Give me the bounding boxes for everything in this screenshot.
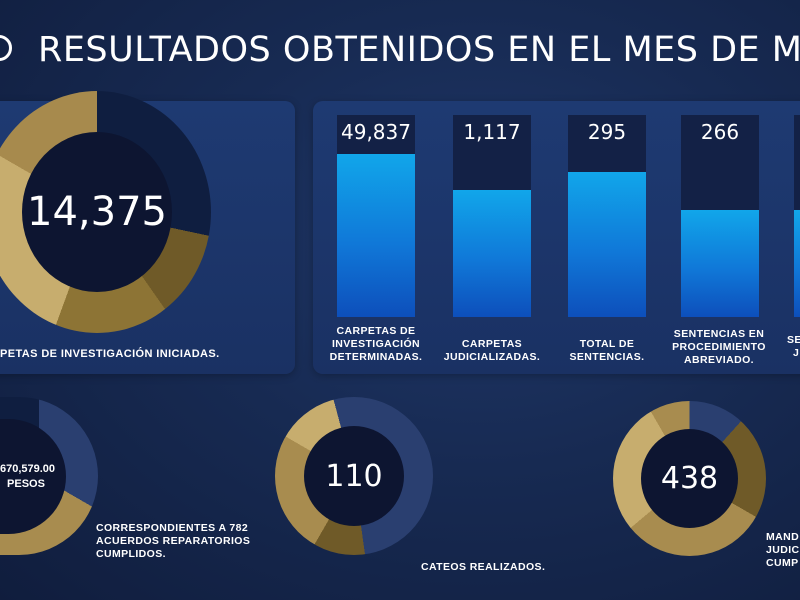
cateos-value: 110 [325,458,383,494]
logo-icon [0,35,12,61]
mandamientos-caption: MAND JUDIC CUMP [766,531,800,570]
mandamientos-value: 438 [660,461,719,496]
bar-label-line: CARPETAS [461,338,523,350]
cateos-caption: CATEOS REALIZADOS. [421,561,546,573]
bar-label-line: J [793,347,800,359]
caption-line: CUMP [766,557,799,569]
bar-label-line: DETERMINADAS. [329,351,423,363]
caption-line: ACUERDOS REPARATORIOS [96,535,251,547]
bar-column: 295 [568,115,646,317]
donut-center: ,670,579.00 PESOS [0,419,66,534]
bar-column: 266 [681,115,759,317]
carpetas-iniciadas-donut: 14,375 [0,91,211,333]
donut-center: 438 [641,429,738,528]
bar-column: 1,117 [453,115,531,317]
cateos-donut: 110 [275,397,433,555]
donut-center: 110 [304,426,404,526]
bar-label-line: CARPETAS DE [336,325,416,337]
reparaciones-caption: CORRESPONDIENTES A 782 ACUERDOS REPARATO… [96,522,250,561]
caption-line: CUMPLIDOS. [96,548,166,560]
bar-fill [568,172,646,317]
amount-value: ,670,579.00 [0,462,56,475]
bar-label: SE J [787,334,800,360]
bar-label-line: SENTENCIAS EN [673,328,765,340]
reparaciones-donut: ,670,579.00 PESOS [0,397,98,555]
bar-label-line: SE [787,334,800,346]
donut-center: 14,375 [22,132,172,292]
bar-value: 295 [587,120,627,144]
bar-label-line: INVESTIGACIÓN [331,338,421,350]
bar-label: CARPETAS DE INVESTIGACIÓN DETERMINADAS. [324,325,428,364]
bar-label-line: SENTENCIAS. [569,351,645,363]
bar-fill [453,190,531,317]
carpetas-iniciadas-value: 14,375 [27,189,167,235]
reparaciones-amount: ,670,579.00 PESOS [0,462,55,492]
page-title: RESULTADOS OBTENIDOS EN EL MES DE M [38,30,800,70]
bar-value: 1,117 [463,120,521,144]
bar-column [794,115,800,317]
bar-value: 49,837 [341,120,411,144]
bar-label: SENTENCIAS EN PROCEDIMIENTO ABREVIADO. [667,328,771,367]
bar-label: CARPETAS JUDICIALIZADAS. [440,338,544,364]
bar-label-line: JUDICIALIZADAS. [443,351,541,363]
caption-line: CORRESPONDIENTES A 782 [96,522,249,534]
bar-fill [337,154,415,317]
caption-line: JUDIC [766,544,800,556]
bar-value: 266 [700,120,740,144]
bar-fill [794,210,800,317]
bar-label: TOTAL DE SENTENCIAS. [555,338,659,364]
bar-label-line: PROCEDIMIENTO [672,341,766,353]
bar-fill [681,210,759,317]
mandamientos-donut: 438 [613,401,766,556]
amount-unit: PESOS [7,477,45,490]
caption-line: MAND [766,531,800,543]
bar-column: 49,837 [337,115,415,317]
bar-label-line: ABREVIADO. [684,354,754,366]
bar-label-line: TOTAL DE [579,338,635,350]
carpetas-iniciadas-caption: PETAS DE INVESTIGACIÓN INICIADAS. [0,348,220,360]
